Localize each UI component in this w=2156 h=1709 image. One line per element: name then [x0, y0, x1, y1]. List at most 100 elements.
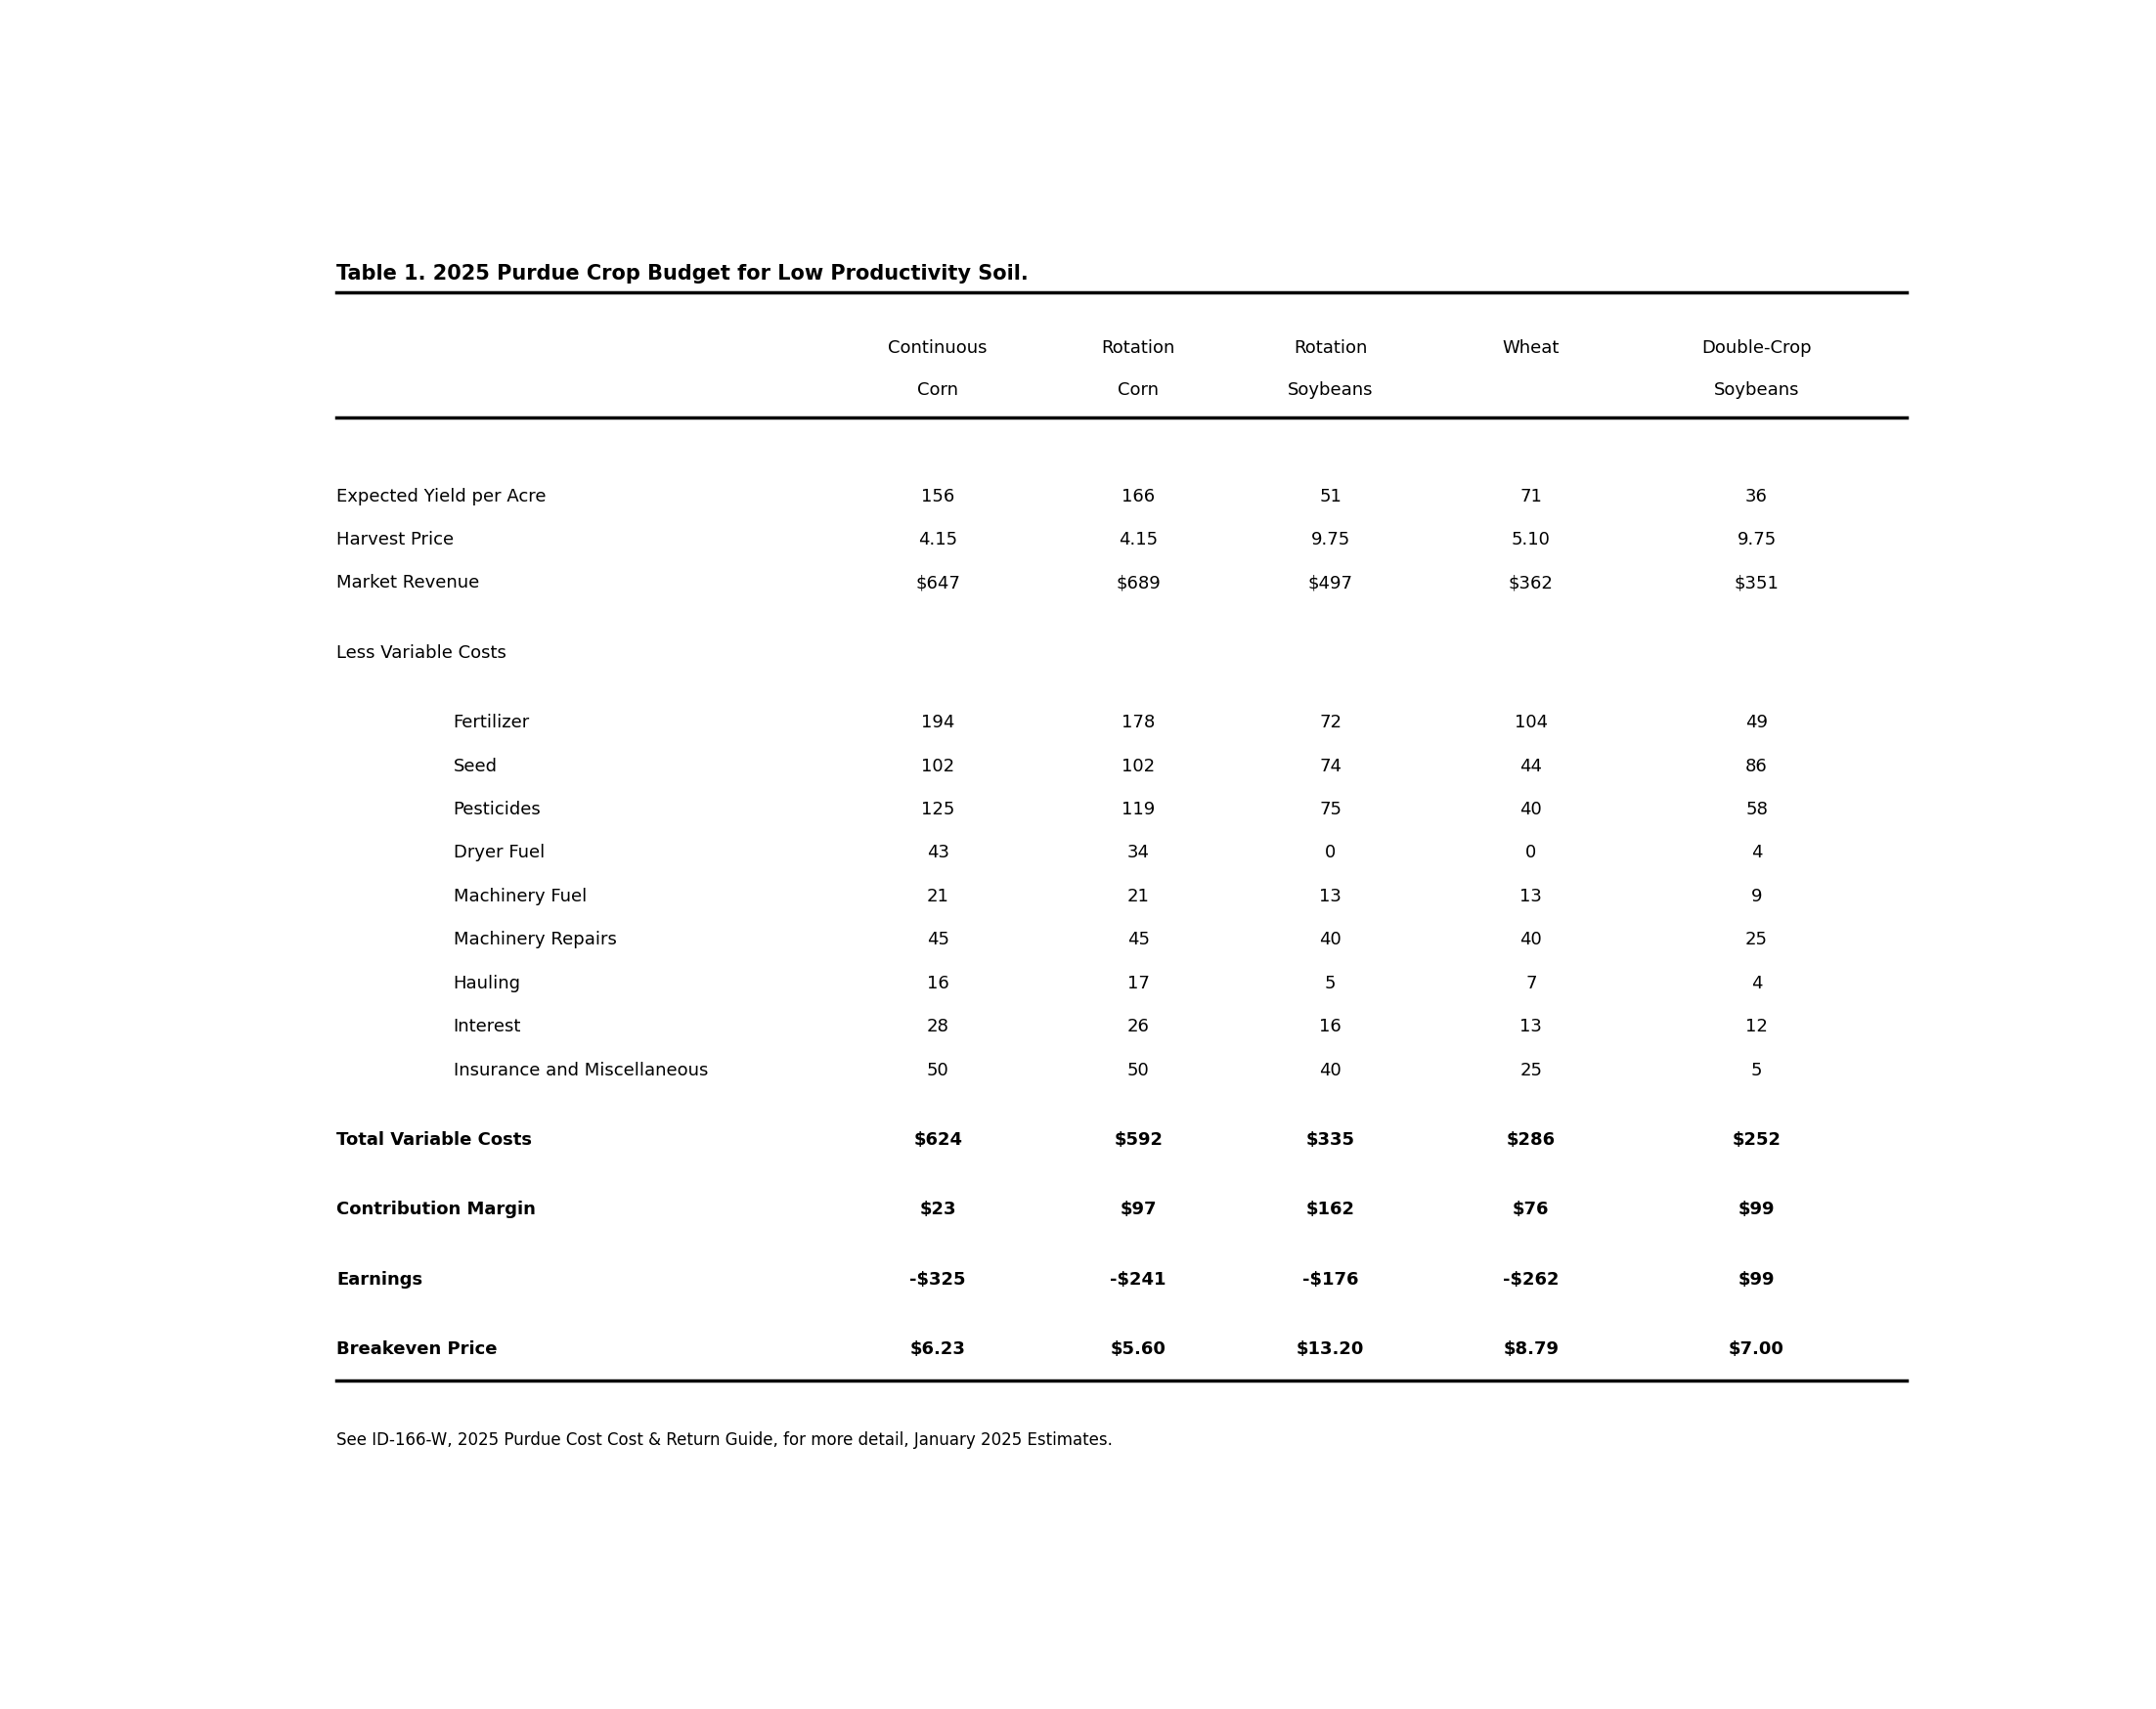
Text: 51: 51: [1319, 487, 1341, 504]
Text: 125: 125: [921, 800, 955, 819]
Text: 13: 13: [1520, 887, 1542, 904]
Text: $592: $592: [1115, 1131, 1162, 1148]
Text: 74: 74: [1319, 757, 1341, 774]
Text: 75: 75: [1319, 800, 1341, 819]
Text: 5: 5: [1751, 1061, 1761, 1078]
Text: 44: 44: [1520, 757, 1542, 774]
Text: Rotation: Rotation: [1102, 340, 1175, 357]
Text: $362: $362: [1509, 574, 1554, 591]
Text: -$241: -$241: [1110, 1270, 1166, 1287]
Text: $252: $252: [1731, 1131, 1781, 1148]
Text: $286: $286: [1507, 1131, 1554, 1148]
Text: Continuous: Continuous: [888, 340, 987, 357]
Text: 13: 13: [1520, 1017, 1542, 1036]
Text: 156: 156: [921, 487, 955, 504]
Text: $13.20: $13.20: [1296, 1340, 1365, 1357]
Text: Soybeans: Soybeans: [1287, 381, 1373, 398]
Text: Fertilizer: Fertilizer: [453, 713, 530, 731]
Text: 102: 102: [921, 757, 955, 774]
Text: 40: 40: [1319, 931, 1341, 948]
Text: Contribution Margin: Contribution Margin: [336, 1200, 535, 1219]
Text: Machinery Repairs: Machinery Repairs: [453, 931, 617, 948]
Text: Rotation: Rotation: [1294, 340, 1367, 357]
Text: 119: 119: [1121, 800, 1156, 819]
Text: $5.60: $5.60: [1110, 1340, 1166, 1357]
Text: 25: 25: [1520, 1061, 1542, 1078]
Text: 72: 72: [1319, 713, 1341, 731]
Text: 178: 178: [1121, 713, 1156, 731]
Text: $99: $99: [1738, 1270, 1774, 1287]
Text: 17: 17: [1128, 974, 1149, 991]
Text: 45: 45: [1128, 931, 1149, 948]
Text: 71: 71: [1520, 487, 1542, 504]
Text: 166: 166: [1121, 487, 1156, 504]
Text: Dryer Fuel: Dryer Fuel: [453, 844, 545, 861]
Text: 26: 26: [1128, 1017, 1149, 1036]
Text: $624: $624: [914, 1131, 962, 1148]
Text: Breakeven Price: Breakeven Price: [336, 1340, 498, 1357]
Text: 12: 12: [1746, 1017, 1768, 1036]
Text: $6.23: $6.23: [910, 1340, 966, 1357]
Text: 50: 50: [927, 1061, 949, 1078]
Text: Harvest Price: Harvest Price: [336, 530, 453, 549]
Text: Market Revenue: Market Revenue: [336, 574, 479, 591]
Text: 50: 50: [1128, 1061, 1149, 1078]
Text: $8.79: $8.79: [1503, 1340, 1559, 1357]
Text: 102: 102: [1121, 757, 1156, 774]
Text: 16: 16: [1319, 1017, 1341, 1036]
Text: $99: $99: [1738, 1200, 1774, 1219]
Text: Hauling: Hauling: [453, 974, 522, 991]
Text: Machinery Fuel: Machinery Fuel: [453, 887, 586, 904]
Text: Less Variable Costs: Less Variable Costs: [336, 644, 507, 661]
Text: 4: 4: [1751, 974, 1761, 991]
Text: 28: 28: [927, 1017, 949, 1036]
Text: Interest: Interest: [453, 1017, 522, 1036]
Text: $97: $97: [1119, 1200, 1158, 1219]
Text: 25: 25: [1746, 931, 1768, 948]
Text: Seed: Seed: [453, 757, 498, 774]
Text: Earnings: Earnings: [336, 1270, 423, 1287]
Text: See ID-166-W, 2025 Purdue Cost Cost & Return Guide, for more detail, January 202: See ID-166-W, 2025 Purdue Cost Cost & Re…: [336, 1430, 1112, 1448]
Text: 5: 5: [1326, 974, 1337, 991]
Text: Expected Yield per Acre: Expected Yield per Acre: [336, 487, 545, 504]
Text: 0: 0: [1326, 844, 1337, 861]
Text: $76: $76: [1514, 1200, 1550, 1219]
Text: 21: 21: [1128, 887, 1149, 904]
Text: Double-Crop: Double-Crop: [1701, 340, 1811, 357]
Text: Pesticides: Pesticides: [453, 800, 541, 819]
Text: Total Variable Costs: Total Variable Costs: [336, 1131, 533, 1148]
Text: 7: 7: [1526, 974, 1537, 991]
Text: $647: $647: [916, 574, 959, 591]
Text: 21: 21: [927, 887, 949, 904]
Text: 194: 194: [921, 713, 955, 731]
Text: -$325: -$325: [910, 1270, 966, 1287]
Text: 40: 40: [1520, 800, 1542, 819]
Text: 40: 40: [1319, 1061, 1341, 1078]
Text: Table 1. 2025 Purdue Crop Budget for Low Productivity Soil.: Table 1. 2025 Purdue Crop Budget for Low…: [336, 265, 1028, 284]
Text: Corn: Corn: [916, 381, 959, 398]
Text: Soybeans: Soybeans: [1714, 381, 1800, 398]
Text: -$176: -$176: [1302, 1270, 1358, 1287]
Text: 104: 104: [1514, 713, 1548, 731]
Text: 40: 40: [1520, 931, 1542, 948]
Text: $335: $335: [1307, 1131, 1354, 1148]
Text: 34: 34: [1128, 844, 1149, 861]
Text: $351: $351: [1733, 574, 1779, 591]
Text: $689: $689: [1117, 574, 1160, 591]
Text: 43: 43: [927, 844, 949, 861]
Text: Corn: Corn: [1117, 381, 1160, 398]
Text: -$262: -$262: [1503, 1270, 1559, 1287]
Text: 4.15: 4.15: [918, 530, 957, 549]
Text: $23: $23: [918, 1200, 957, 1219]
Text: $7.00: $7.00: [1729, 1340, 1785, 1357]
Text: 86: 86: [1746, 757, 1768, 774]
Text: 45: 45: [927, 931, 949, 948]
Text: 13: 13: [1319, 887, 1341, 904]
Text: Insurance and Miscellaneous: Insurance and Miscellaneous: [453, 1061, 707, 1078]
Text: 4: 4: [1751, 844, 1761, 861]
Text: 36: 36: [1746, 487, 1768, 504]
Text: 0: 0: [1526, 844, 1537, 861]
Text: 9.75: 9.75: [1311, 530, 1350, 549]
Text: 16: 16: [927, 974, 949, 991]
Text: 58: 58: [1746, 800, 1768, 819]
